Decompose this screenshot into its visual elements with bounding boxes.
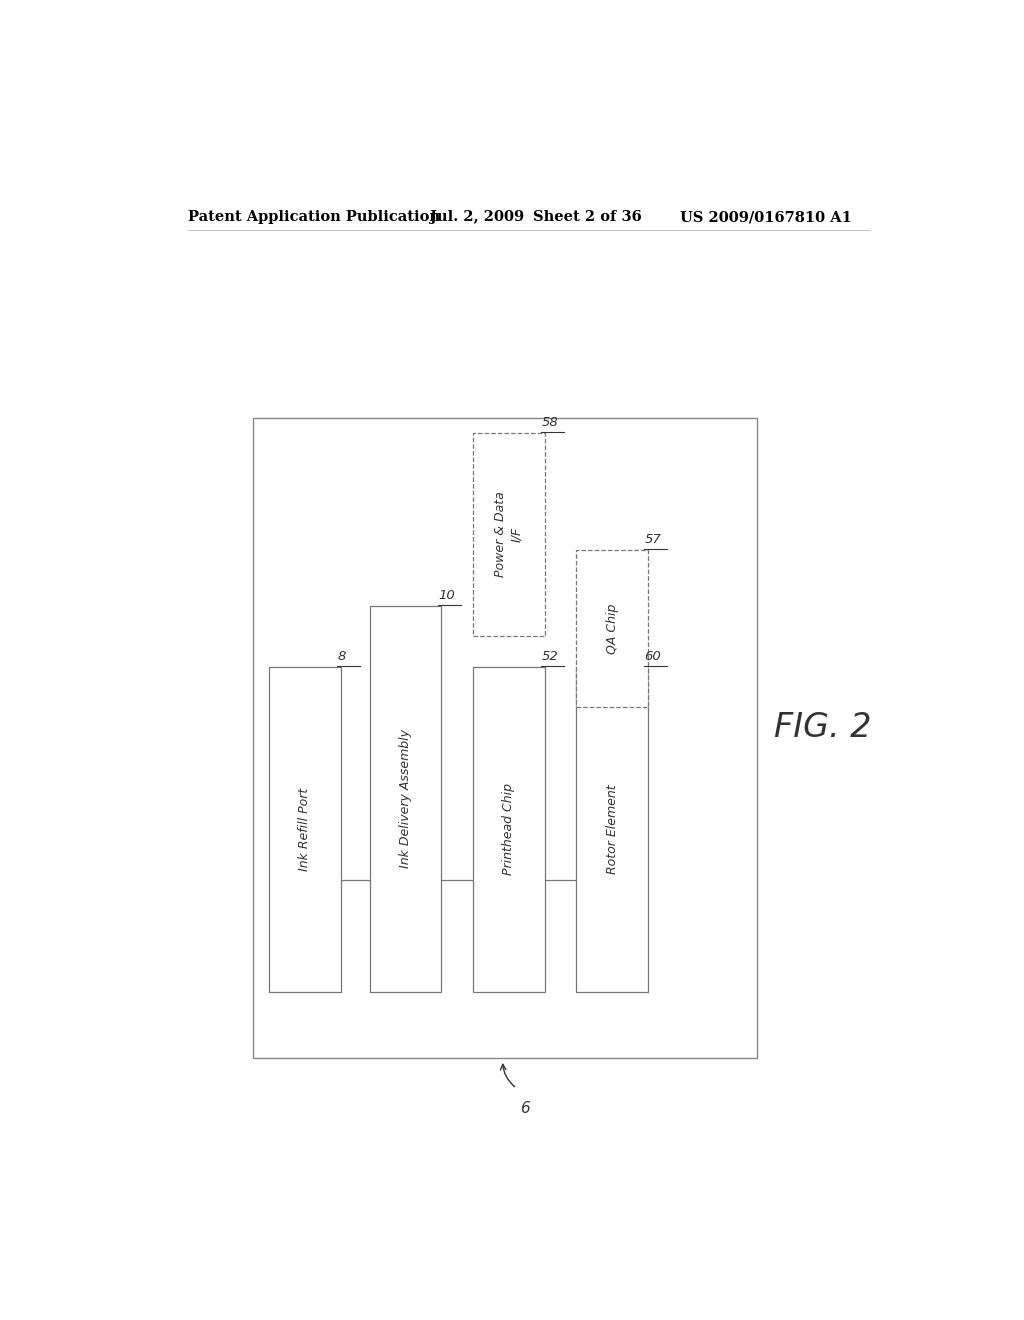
Text: 8: 8	[338, 649, 346, 663]
Bar	[269, 667, 341, 991]
Text: 10: 10	[438, 589, 455, 602]
Text: Sheet 2 of 36: Sheet 2 of 36	[532, 210, 641, 224]
Text: Patent Application Publication: Patent Application Publication	[187, 210, 439, 224]
Text: 60: 60	[645, 649, 662, 663]
Bar	[577, 549, 648, 708]
Bar	[473, 433, 545, 636]
Text: Power & Data
I/F: Power & Data I/F	[495, 491, 523, 577]
Text: US 2009/0167810 A1: US 2009/0167810 A1	[680, 210, 851, 224]
Text: FIG. 2: FIG. 2	[774, 711, 871, 744]
Text: Rotor Element: Rotor Element	[605, 784, 618, 874]
Text: 52: 52	[542, 649, 558, 663]
Text: 6: 6	[520, 1101, 529, 1115]
Bar	[577, 667, 648, 991]
Text: QA Chip: QA Chip	[605, 603, 618, 653]
Text: Jul. 2, 2009: Jul. 2, 2009	[430, 210, 523, 224]
Bar	[473, 667, 545, 991]
Text: Ink Delivery Assembly: Ink Delivery Assembly	[399, 729, 413, 869]
Text: Printhead Chip: Printhead Chip	[503, 783, 515, 875]
Text: 57: 57	[645, 533, 662, 545]
Text: Ink Refill Port: Ink Refill Port	[298, 788, 311, 871]
Text: 58: 58	[542, 416, 558, 429]
Bar	[253, 417, 758, 1057]
Bar	[370, 606, 441, 991]
